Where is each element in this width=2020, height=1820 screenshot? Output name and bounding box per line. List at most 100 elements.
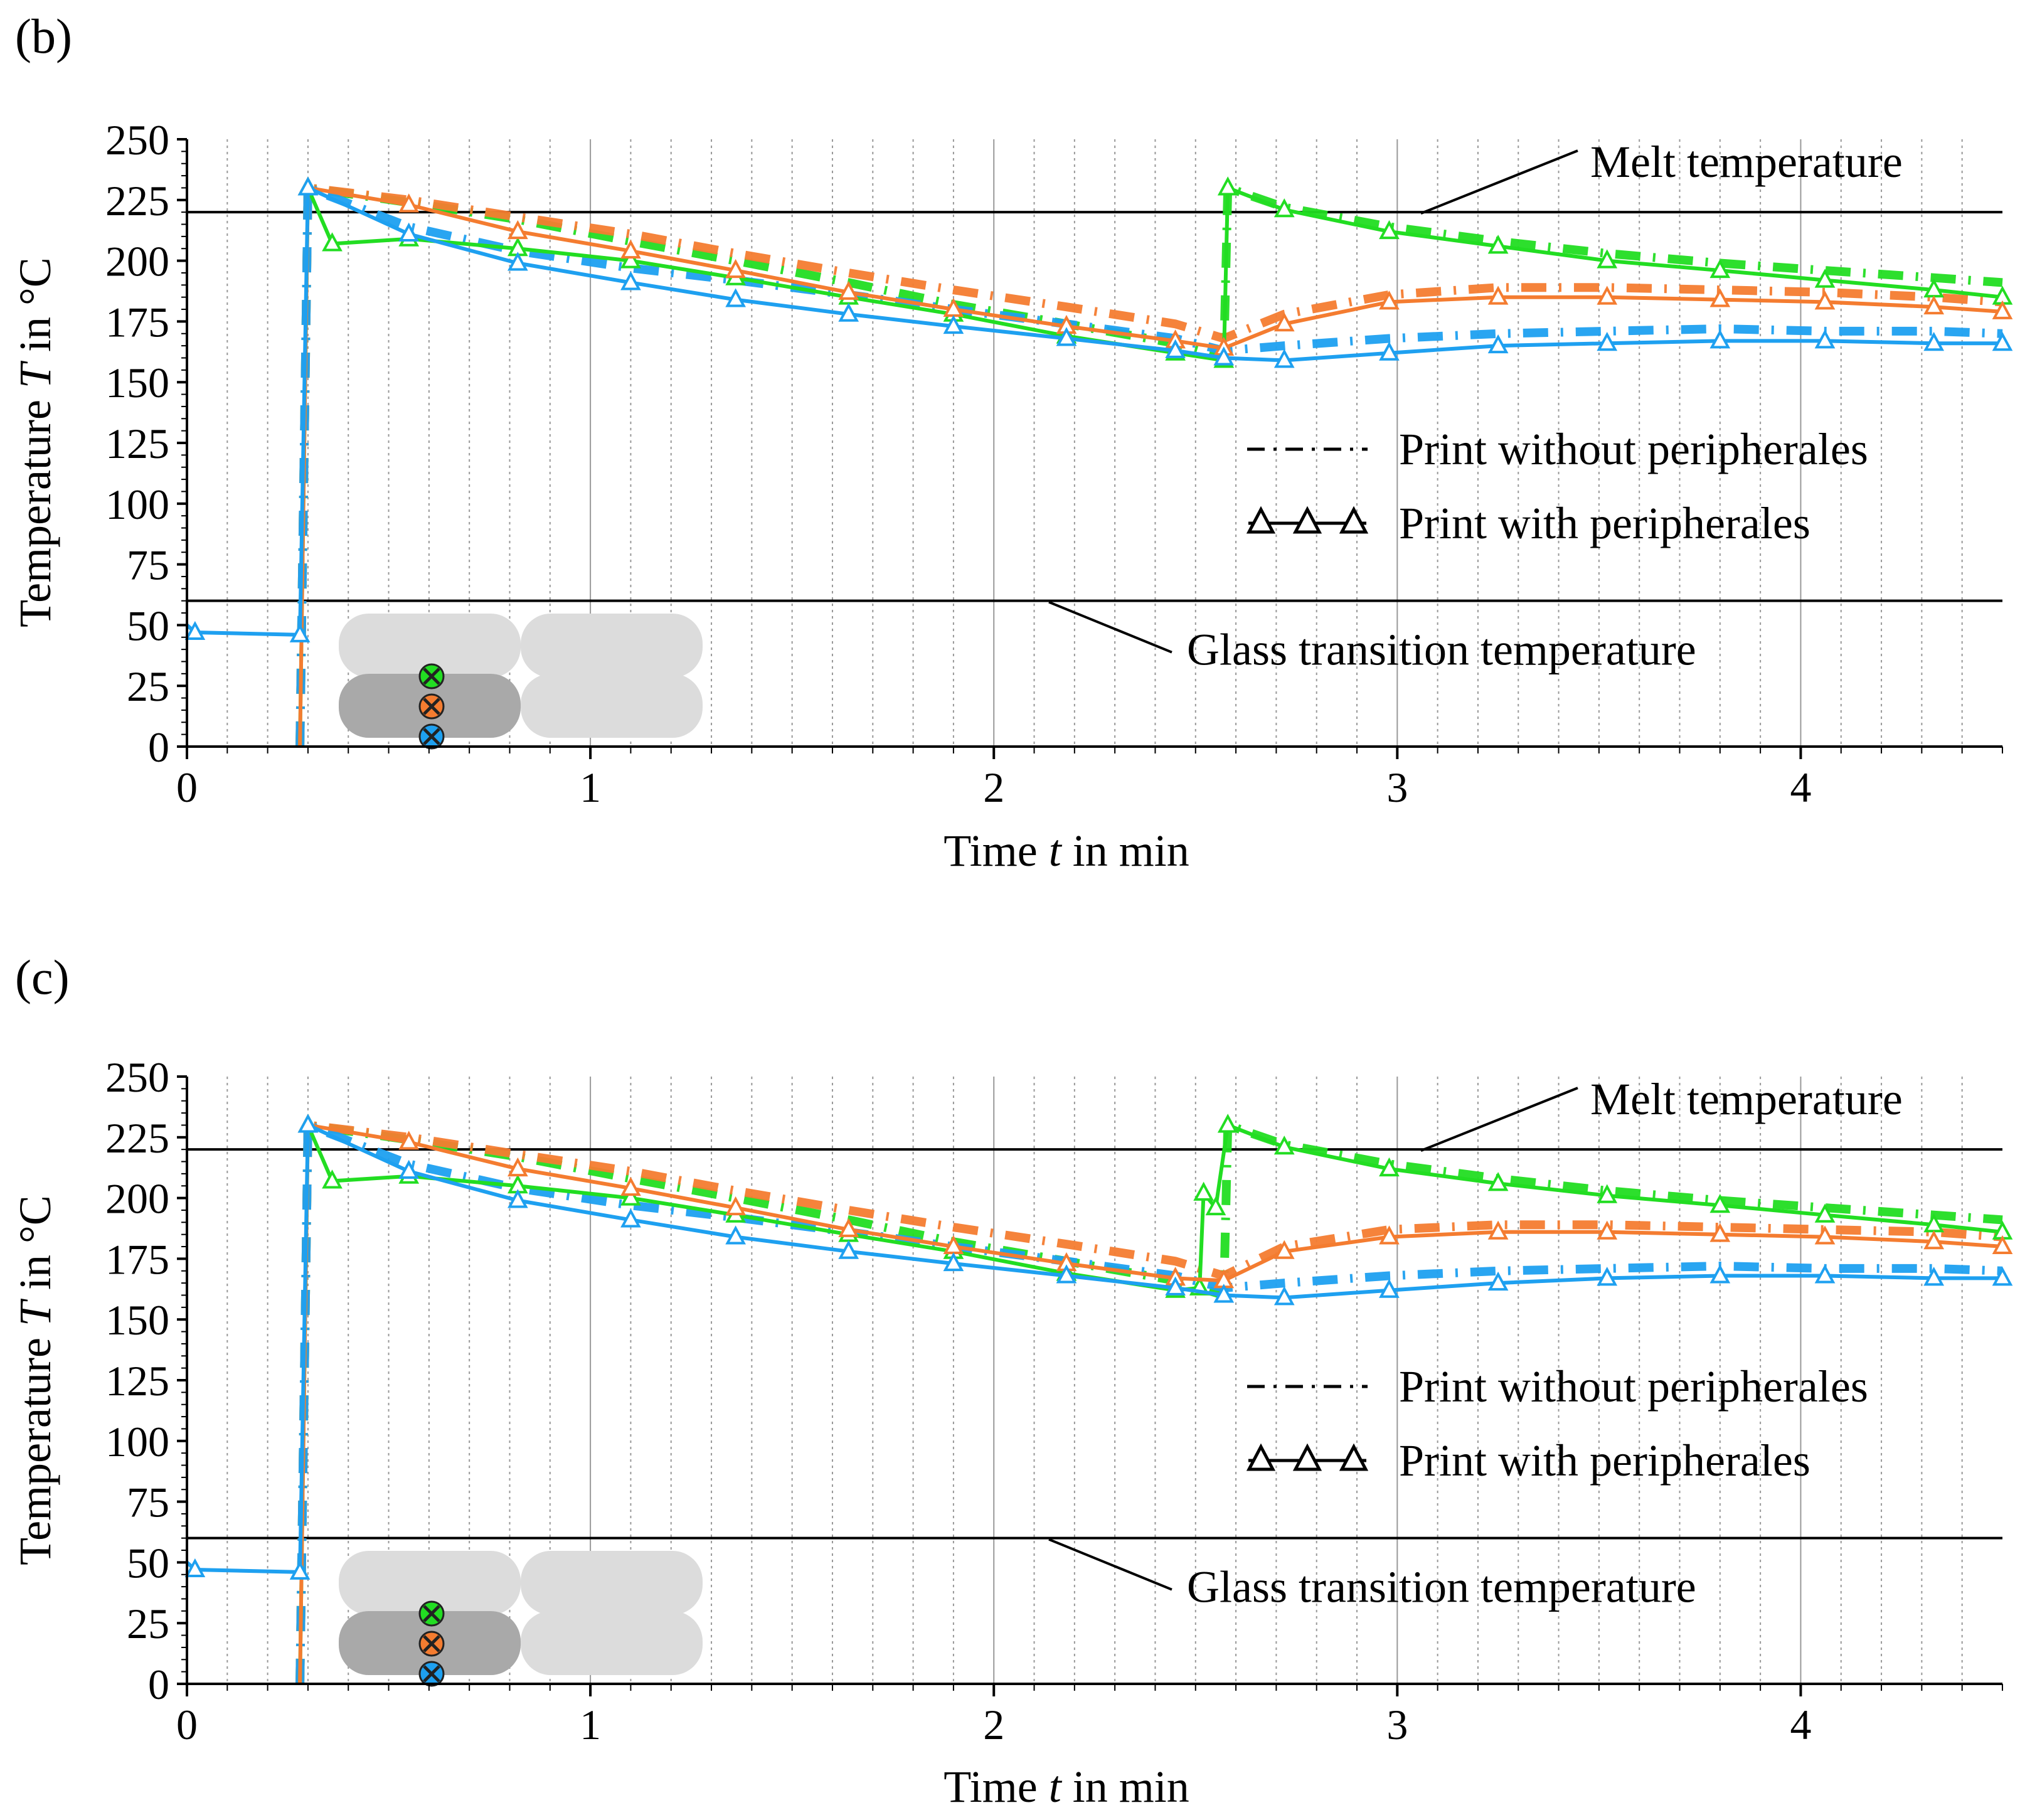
data-point-green (1379, 1157, 1400, 1177)
data-point-green (1597, 1184, 1618, 1203)
melt-temperature-leader (1420, 149, 1578, 215)
legend-triangle-icon (1292, 1443, 1322, 1471)
data-point-orange (725, 1196, 746, 1216)
data-point-green (1487, 235, 1509, 254)
data-point-blue (507, 1189, 528, 1208)
glass-transition-label: Glass transition temperature (1187, 625, 1696, 675)
data-point-blue (1273, 349, 1295, 368)
y-tick-label: 25 (127, 1600, 169, 1647)
y-tick-label: 0 (148, 1661, 169, 1708)
data-point-orange (1487, 1220, 1509, 1240)
data-point-green (322, 232, 343, 252)
strand-top-left (339, 614, 521, 678)
measure-point-middle-marker (418, 1631, 445, 1657)
melt-temperature-leader (1420, 1087, 1578, 1152)
data-point-orange (838, 280, 859, 300)
panel-label: (b) (15, 9, 72, 63)
data-point-orange (620, 1176, 641, 1196)
data-point-blue (289, 623, 311, 642)
data-point-blue (1597, 332, 1618, 351)
x-tick-label: 0 (176, 764, 198, 811)
y-tick-label: 0 (148, 723, 169, 771)
data-point-blue (1213, 346, 1235, 366)
data-point-blue (943, 1252, 964, 1272)
y-tick-label: 225 (105, 177, 169, 225)
data-point-blue (1379, 341, 1400, 361)
cross-section-inset (339, 614, 703, 750)
series-line-orange-without (295, 1120, 2003, 1684)
legend: Print without peripherales Print with per… (1246, 1361, 1868, 1486)
strand-top-right (521, 614, 703, 678)
x-tick-label: 4 (1790, 764, 1811, 811)
data-point-blue (1056, 327, 1077, 346)
x-tick-label: 2 (983, 764, 1004, 811)
data-point-blue (1814, 1264, 1836, 1284)
strand-top-left (339, 1551, 521, 1615)
data-point-blue (1992, 1267, 2013, 1286)
data-point-blue (1165, 1276, 1186, 1296)
legend: Print without peripherales Print with per… (1246, 424, 1868, 548)
y-tick-label: 175 (105, 298, 169, 346)
data-point-green (620, 1186, 641, 1206)
data-point-orange (1992, 1235, 2013, 1255)
y-tick-label: 150 (105, 359, 169, 407)
panel-label: (c) (15, 950, 70, 1004)
data-point-orange (507, 1157, 528, 1177)
data-point-green (1709, 1194, 1731, 1213)
marker-cross (423, 1605, 440, 1622)
y-tick-label: 100 (105, 481, 169, 528)
series-group (184, 1114, 2013, 1684)
data-point-blue (838, 1240, 859, 1259)
data-point-blue (184, 620, 206, 641)
y-tick-label: 200 (105, 238, 169, 285)
data-point-blue (620, 1208, 641, 1228)
data-point-blue (1923, 332, 1945, 351)
series-line-blue-with (185, 1123, 2002, 1574)
data-point-blue (725, 1225, 746, 1245)
y-tick-label: 50 (127, 1539, 169, 1587)
series-line-blue-with (185, 186, 2002, 637)
panel-c: (c) Time t in min Temperature T in °C 0 2… (10, 950, 2013, 1812)
data-point-green (1379, 220, 1400, 240)
data-point-blue (725, 288, 746, 307)
data-point-orange (1597, 1220, 1618, 1240)
y-axis-label: Temperature T in °C (10, 257, 60, 627)
data-point-green (1487, 1172, 1509, 1191)
data-point-green (1205, 1196, 1226, 1216)
data-point-green (1217, 176, 1238, 196)
glass-transition-label: Glass transition temperature (1187, 1562, 1696, 1612)
data-point-blue (1379, 1279, 1400, 1298)
x-tick-label: 3 (1386, 1701, 1408, 1748)
data-point-blue (398, 222, 420, 242)
glass-transition-leader (1048, 600, 1172, 654)
x-tick-label: 3 (1386, 764, 1408, 811)
y-tick-label: 75 (127, 1479, 169, 1526)
data-point-orange (1992, 300, 2013, 319)
x-tick-label: 2 (983, 1701, 1004, 1748)
data-point-blue (297, 1114, 319, 1133)
data-point-green (1193, 1181, 1214, 1201)
y-tick-label: 50 (127, 602, 169, 649)
data-point-orange (1273, 1240, 1295, 1259)
data-point-orange (398, 1131, 420, 1150)
marker-cross (423, 1665, 440, 1683)
y-tick-label: 125 (105, 420, 169, 467)
measure-point-bottom-marker (418, 1661, 445, 1687)
data-point-green (620, 249, 641, 269)
data-point-blue (184, 1558, 206, 1578)
data-point-orange (1923, 1230, 1945, 1250)
data-point-green (1217, 1114, 1238, 1133)
data-point-blue (1487, 334, 1509, 354)
x-tick-label: 1 (580, 1701, 601, 1748)
marker-cross (423, 698, 440, 715)
legend-label-without: Print without peripherales (1399, 1361, 1868, 1412)
data-point-blue (1273, 1286, 1295, 1306)
data-point-orange (1379, 290, 1400, 310)
data-point-blue (1487, 1271, 1509, 1291)
data-point-green (1273, 198, 1295, 218)
y-tick-label: 250 (105, 116, 169, 164)
y-tick-label: 200 (105, 1175, 169, 1223)
data-point-blue (620, 271, 641, 290)
data-point-blue (289, 1560, 311, 1580)
